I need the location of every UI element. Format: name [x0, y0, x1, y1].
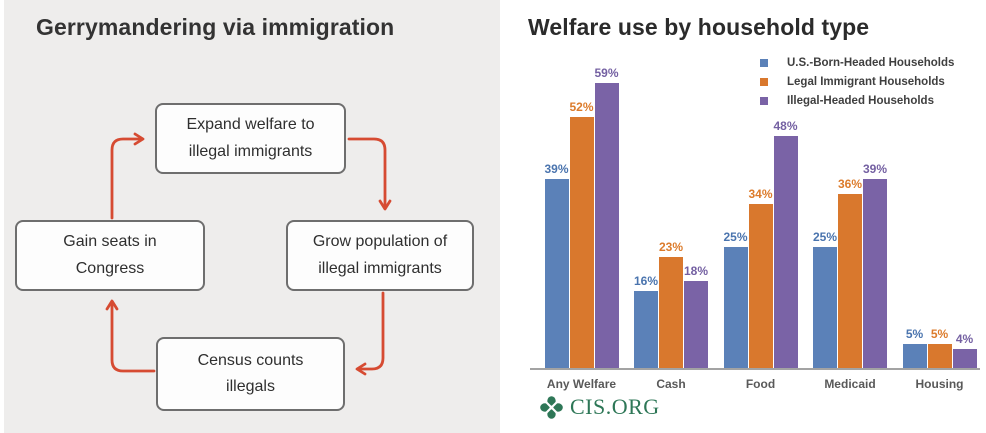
- bar-wrap: 25%: [723, 230, 748, 368]
- bar-wrap: 18%: [684, 264, 709, 368]
- bar: [594, 83, 619, 368]
- bar-group-1: 16% 23% 18%: [634, 240, 709, 368]
- bar: [952, 349, 977, 368]
- bar-wrap: 39%: [863, 162, 888, 368]
- bar-value-label: 25%: [812, 230, 838, 244]
- arrow-census-counts-to-gain-seats: [105, 299, 156, 373]
- bar: [723, 247, 748, 368]
- bar-wrap: 25%: [813, 230, 838, 368]
- bar-group-4: 5% 5% 4%: [902, 327, 977, 368]
- cis-clover-icon: [540, 395, 563, 419]
- legend-swatch-icon: [760, 59, 768, 67]
- bar: [902, 344, 927, 368]
- plot-area: 39% 52% 59% 16% 23% 18% 25% 34% 48% 25% 36% 39% 5% 5%…: [544, 66, 977, 368]
- arrow-gain-seats-to-expand-welfare: [110, 132, 145, 220]
- chart-legend: U.S.-Born-Headed Households Legal Immigra…: [760, 57, 954, 107]
- legend-item-1: Legal Immigrant Households: [760, 76, 954, 88]
- node-text-line: Congress: [75, 259, 145, 277]
- diagram-node-grow-population: Grow population of illegal immigrants: [286, 220, 474, 291]
- bar-wrap: 59%: [594, 66, 619, 368]
- welfare-chart-panel: Welfare use by household type U.S.-Born-…: [500, 0, 986, 433]
- category-label: Housing: [915, 377, 964, 391]
- bar: [569, 117, 594, 368]
- node-text-line: Census counts: [197, 351, 304, 369]
- node-text-line: illegal immigrants: [188, 142, 313, 160]
- bar-value-label: 25%: [723, 230, 748, 244]
- category-label: Food: [745, 377, 776, 391]
- bar: [748, 204, 773, 368]
- chart-title: Welfare use by household type: [528, 14, 870, 40]
- bar-value-label: 5%: [930, 327, 949, 341]
- bar-value-label: 39%: [862, 162, 888, 176]
- legend-label: Legal Immigrant Households: [787, 76, 945, 88]
- bar-wrap: 48%: [773, 119, 798, 368]
- bar-group-0: 39% 52% 59%: [544, 66, 619, 368]
- bar-value-label: 48%: [773, 119, 798, 133]
- gerrymandering-diagram-panel: Gerrymandering via immigration Expand we…: [0, 0, 500, 433]
- bar-wrap: 52%: [569, 100, 594, 368]
- legend-item-0: U.S.-Born-Headed Households: [760, 57, 954, 69]
- bar-group-3: 25% 36% 39%: [813, 162, 888, 368]
- bar-value-label: 59%: [594, 66, 619, 80]
- bar-value-label: 5%: [905, 327, 924, 341]
- bar-value-label: 23%: [658, 240, 684, 254]
- diagram-node-census-counts: Census counts illegals: [156, 337, 345, 411]
- node-text-line: illegal immigrants: [318, 259, 442, 277]
- diagram-title: Gerrymandering via immigration: [36, 14, 395, 40]
- bar-value-label: 4%: [955, 332, 974, 346]
- node-text-line: Gain seats in: [63, 233, 157, 251]
- arrow-grow-population-to-census-counts: [355, 291, 385, 376]
- bar: [659, 257, 683, 368]
- bar-value-label: 34%: [748, 187, 773, 201]
- node-text-line: Grow population of: [312, 233, 448, 251]
- category-label: Medicaid: [824, 377, 876, 391]
- arrow-expand-welfare-to-grow-population: [347, 137, 392, 211]
- category-axis: Any Welfare Cash Food Medicaid Housing: [544, 377, 977, 391]
- bar-value-label: 18%: [683, 264, 709, 278]
- node-text-line: illegals: [226, 378, 275, 395]
- bar-wrap: 36%: [838, 177, 863, 368]
- x-axis-line: [530, 368, 980, 370]
- bar-wrap: 16%: [634, 274, 659, 368]
- legend-label: Illegal-Headed Households: [787, 95, 934, 107]
- category-label: Any Welfare: [546, 377, 617, 391]
- bar-wrap: 5%: [927, 327, 952, 368]
- diagram-node-expand-welfare: Expand welfare to illegal immigrants: [155, 103, 346, 174]
- bar: [544, 179, 569, 368]
- bar-value-label: 52%: [569, 100, 594, 114]
- bar-wrap: 5%: [902, 327, 927, 368]
- bar-group-2: 25% 34% 48%: [723, 119, 798, 368]
- bar: [634, 291, 658, 368]
- bar: [684, 281, 708, 368]
- bar-value-label: 39%: [544, 162, 569, 176]
- bar: [813, 247, 837, 368]
- legend-item-2: Illegal-Headed Households: [760, 95, 954, 107]
- diagram-node-gain-seats: Gain seats in Congress: [15, 220, 205, 291]
- bar: [927, 344, 952, 368]
- legend-swatch-icon: [760, 78, 768, 86]
- bar-value-label: 36%: [837, 177, 863, 191]
- bar: [838, 194, 862, 368]
- bar-wrap: 39%: [544, 162, 569, 368]
- bar-wrap: 23%: [659, 240, 684, 368]
- legend-label: U.S.-Born-Headed Households: [787, 57, 955, 69]
- source-logo-text: CIS.ORG: [570, 394, 660, 419]
- bar: [863, 179, 887, 368]
- bar-wrap: 4%: [952, 332, 977, 368]
- bar-wrap: 34%: [748, 187, 773, 368]
- category-label: Cash: [656, 377, 686, 391]
- legend-swatch-icon: [760, 97, 768, 105]
- source-logo: CIS.ORG: [540, 394, 660, 420]
- bar: [773, 136, 798, 368]
- node-text-line: Expand welfare to: [186, 116, 315, 134]
- bar-value-label: 16%: [633, 274, 659, 288]
